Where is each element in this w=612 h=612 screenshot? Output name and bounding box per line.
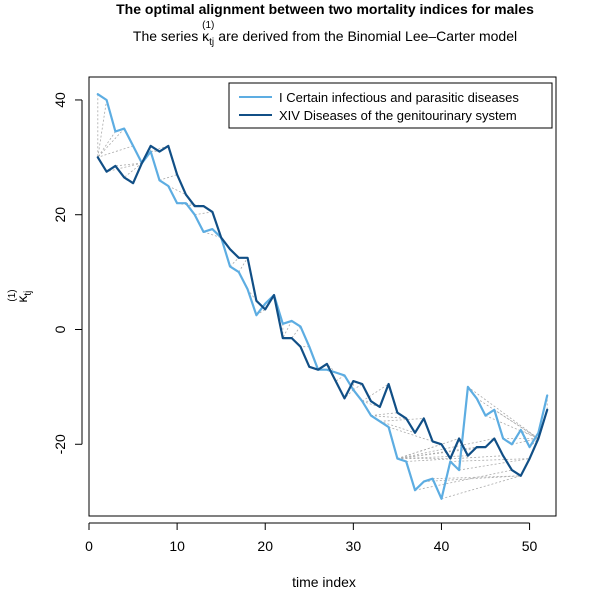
alignment-line [159, 174, 178, 181]
alignment-line [97, 128, 125, 158]
alignment-line [511, 438, 539, 445]
legend: I Certain infectious and parasitic disea… [228, 82, 553, 129]
alignment-line [467, 386, 539, 439]
alignment-line [379, 418, 424, 422]
x-axis-label: time index [292, 574, 356, 590]
svg-text:κtj(1): κtj (1) [7, 289, 34, 302]
alignment-line [361, 383, 389, 402]
alignment-line [397, 446, 486, 460]
alignment-line [441, 475, 521, 500]
y-tick-label: 40 [52, 92, 68, 108]
y-tick-label: 20 [52, 207, 68, 223]
alignment-line [291, 326, 301, 339]
alignment-line [397, 438, 495, 460]
subtitle-subscript: tj [209, 37, 214, 48]
legend-label-infectious: I Certain infectious and parasitic disea… [279, 90, 519, 105]
alignment-line [150, 145, 169, 152]
alignment-line [335, 375, 345, 382]
y-axis-label: κtj (1) [7, 289, 34, 302]
alignment-line [476, 398, 539, 439]
plot-frame [88, 76, 557, 517]
alignment-line [423, 475, 521, 482]
alignment-line [485, 415, 539, 439]
series-lines [96, 93, 549, 500]
alignment-line [370, 415, 407, 419]
alignment-line [203, 231, 222, 239]
alignment-line [97, 131, 116, 158]
alignment-line [229, 257, 240, 267]
alignment-line [450, 458, 530, 462]
y-axis: -20 0 20 40 [52, 92, 83, 454]
alignment-lines [97, 94, 548, 500]
y-label-kappa: κ [14, 295, 30, 303]
x-axis: 0 10 20 30 40 50 [85, 522, 538, 554]
x-tick-label: 20 [257, 538, 273, 554]
y-tick-label: 0 [52, 325, 68, 333]
alignment-line [97, 145, 134, 158]
subtitle-suffix: are derived from the Binomial Lee–Carter… [214, 28, 517, 44]
alignment-line [406, 455, 504, 462]
x-tick-label: 0 [85, 538, 93, 554]
alignment-line [397, 455, 468, 460]
subtitle-kappa: κ [202, 28, 210, 44]
x-tick-label: 40 [434, 538, 450, 554]
alignment-line [194, 211, 213, 216]
y-label-subscript: tj [23, 291, 34, 296]
y-tick-label: -20 [52, 434, 68, 454]
subtitle-superscript: (1) [202, 20, 214, 31]
alignment-line [388, 426, 433, 442]
alignment-line [115, 162, 142, 167]
legend-box [228, 82, 553, 129]
chart-subtitle: The series κtj (1) are derived from the B… [133, 20, 517, 48]
x-tick-label: 30 [346, 538, 362, 554]
alignment-line [97, 99, 108, 158]
alignment-line [397, 443, 442, 459]
chart-title: The optimal alignment between two mortal… [116, 1, 534, 17]
alignment-line [362, 400, 380, 408]
series-line-genitourinary [96, 144, 549, 477]
alignment-line [353, 383, 363, 391]
alignment-line [397, 446, 477, 460]
alignment-line [370, 412, 398, 416]
series-line-infectious [96, 93, 549, 500]
x-tick-label: 50 [522, 538, 538, 554]
alignment-line [238, 257, 248, 273]
alignment-line [459, 458, 530, 471]
alignment-line [414, 469, 513, 491]
alignment-line [432, 475, 521, 480]
alignment-line [168, 185, 187, 195]
alignment-line [282, 320, 293, 339]
subtitle-prefix: The series [133, 28, 202, 44]
x-tick-label: 10 [169, 538, 185, 554]
legend-label-genitourinary: XIV Diseases of the genitourinary system [279, 108, 517, 123]
y-label-superscript: (1) [7, 289, 18, 301]
